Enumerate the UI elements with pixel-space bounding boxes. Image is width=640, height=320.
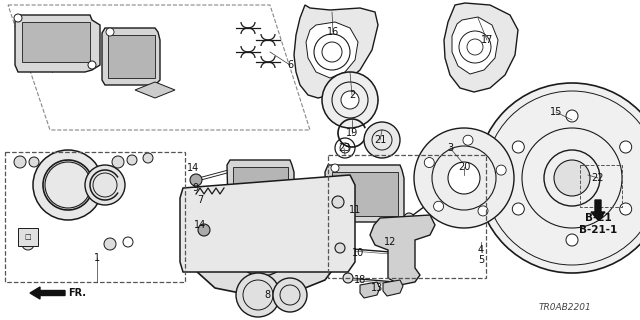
Circle shape <box>104 238 116 250</box>
Circle shape <box>341 91 359 109</box>
Polygon shape <box>360 282 380 298</box>
Text: 5: 5 <box>478 255 484 265</box>
Circle shape <box>566 110 578 122</box>
Polygon shape <box>15 15 100 72</box>
Text: 4: 4 <box>478 245 484 255</box>
Circle shape <box>22 238 34 250</box>
Circle shape <box>512 203 524 215</box>
Circle shape <box>414 128 514 228</box>
Text: 14: 14 <box>194 220 206 230</box>
Polygon shape <box>227 160 294 214</box>
Circle shape <box>290 228 330 268</box>
Text: 10: 10 <box>352 248 364 258</box>
Text: 3: 3 <box>447 143 453 153</box>
Text: 1: 1 <box>94 253 100 263</box>
Text: TR0AB2201: TR0AB2201 <box>539 303 591 313</box>
Text: 20: 20 <box>458 162 470 172</box>
Text: B-21: B-21 <box>584 213 611 223</box>
Polygon shape <box>306 22 358 78</box>
Circle shape <box>620 141 632 153</box>
Circle shape <box>364 122 400 158</box>
Polygon shape <box>452 17 498 74</box>
Text: 11: 11 <box>349 205 361 215</box>
Polygon shape <box>332 172 398 216</box>
Text: 8: 8 <box>264 290 270 300</box>
Text: 22: 22 <box>592 173 604 183</box>
Circle shape <box>433 201 444 211</box>
Circle shape <box>29 157 39 167</box>
Circle shape <box>331 164 339 172</box>
Circle shape <box>127 155 137 165</box>
Circle shape <box>314 34 350 70</box>
Bar <box>18 228 38 246</box>
Text: 2: 2 <box>349 90 355 100</box>
Circle shape <box>463 135 473 145</box>
Circle shape <box>512 141 524 153</box>
Text: 9: 9 <box>192 183 198 193</box>
Circle shape <box>88 61 96 69</box>
Circle shape <box>33 150 103 220</box>
Circle shape <box>85 165 125 205</box>
Circle shape <box>343 273 353 283</box>
Text: FR.: FR. <box>68 288 86 298</box>
Polygon shape <box>108 35 155 78</box>
Circle shape <box>234 220 290 276</box>
Circle shape <box>496 165 506 175</box>
FancyArrow shape <box>591 200 605 220</box>
Polygon shape <box>325 165 404 222</box>
Circle shape <box>448 162 480 194</box>
Text: 13: 13 <box>371 283 383 293</box>
Text: 12: 12 <box>384 237 396 247</box>
Circle shape <box>106 28 114 36</box>
Circle shape <box>459 31 491 63</box>
Circle shape <box>143 153 153 163</box>
Polygon shape <box>102 28 160 85</box>
Polygon shape <box>383 280 403 296</box>
Polygon shape <box>233 167 288 208</box>
FancyArrow shape <box>30 287 65 299</box>
Polygon shape <box>22 22 90 62</box>
Circle shape <box>404 213 414 223</box>
Circle shape <box>273 278 307 312</box>
Polygon shape <box>444 3 518 92</box>
Circle shape <box>332 196 344 208</box>
Circle shape <box>478 206 488 216</box>
Polygon shape <box>294 5 378 98</box>
Circle shape <box>477 83 640 273</box>
Polygon shape <box>370 215 435 285</box>
Circle shape <box>14 156 26 168</box>
Text: 16: 16 <box>327 27 339 37</box>
Text: 6: 6 <box>287 60 293 70</box>
Text: 15: 15 <box>550 107 562 117</box>
Circle shape <box>14 14 22 22</box>
Circle shape <box>620 203 632 215</box>
Circle shape <box>112 156 124 168</box>
Polygon shape <box>135 82 175 98</box>
Bar <box>580 165 622 207</box>
Polygon shape <box>180 175 355 272</box>
Text: 7: 7 <box>197 195 203 205</box>
Text: 23: 23 <box>338 143 350 153</box>
Circle shape <box>322 72 378 128</box>
Text: 18: 18 <box>354 275 366 285</box>
Polygon shape <box>195 195 340 295</box>
Circle shape <box>335 243 345 253</box>
Text: □: □ <box>25 234 31 240</box>
Circle shape <box>424 157 435 168</box>
Circle shape <box>566 234 578 246</box>
Text: 14: 14 <box>187 163 199 173</box>
Bar <box>5 152 185 282</box>
Circle shape <box>198 224 210 236</box>
Text: 21: 21 <box>374 135 386 145</box>
Circle shape <box>190 174 202 186</box>
Circle shape <box>236 273 280 317</box>
Text: 19: 19 <box>346 128 358 138</box>
Circle shape <box>554 160 590 196</box>
Text: B-21-1: B-21-1 <box>579 225 617 235</box>
Text: 17: 17 <box>481 35 493 45</box>
Bar <box>328 155 486 278</box>
